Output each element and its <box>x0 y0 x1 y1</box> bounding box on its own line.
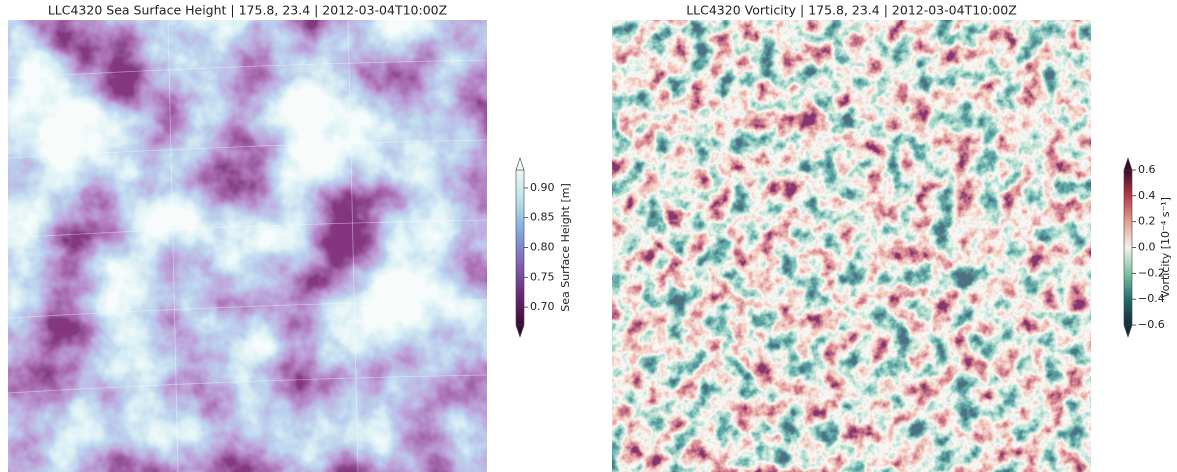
colorbar-tick-label: 0.90 <box>530 181 555 194</box>
figure: LLC4320 Sea Surface Height | 175.8, 23.4… <box>0 0 1177 472</box>
colorbar-extend <box>516 158 524 170</box>
colorbar-tick-label: −0.6 <box>1138 318 1165 331</box>
colorbar <box>1124 170 1132 325</box>
field-image <box>612 20 1091 472</box>
colorbar-extend <box>1124 325 1132 337</box>
chart-title: LLC4320 Vorticity | 175.8, 23.4 | 2012-0… <box>686 3 1017 18</box>
colorbar-tick-label: 0.4 <box>1138 189 1156 202</box>
colorbar-label: Sea Surface Height [m] <box>559 183 572 312</box>
colorbar-extend <box>1124 158 1132 170</box>
colorbar-tick-label: 0.0 <box>1138 241 1156 254</box>
colorbar-extend <box>516 325 524 337</box>
chart-title: LLC4320 Sea Surface Height | 175.8, 23.4… <box>48 3 447 18</box>
colorbar-tick-label: 0.80 <box>530 241 555 254</box>
field-image <box>8 20 487 472</box>
colorbar-tick-label: 0.2 <box>1138 215 1156 228</box>
colorbar-tick-label: 0.70 <box>530 300 555 313</box>
colorbar-label: Vorticity [10⁻⁴ s⁻¹] <box>1159 197 1172 298</box>
colorbar-tick-label: 0.75 <box>530 270 555 283</box>
colorbar-tick-label: 0.85 <box>530 211 555 224</box>
colorbar-tick-label: 0.6 <box>1138 163 1156 176</box>
colorbar <box>516 170 524 325</box>
